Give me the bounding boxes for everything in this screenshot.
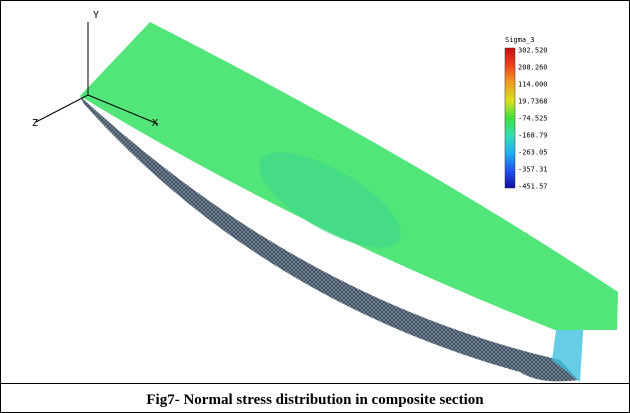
axis-label: X <box>152 118 158 129</box>
legend-label: -451.57 <box>518 183 548 191</box>
beam-flange <box>80 22 618 330</box>
legend-label: -74.525 <box>518 115 548 123</box>
legend-label: 302.520 <box>518 47 548 55</box>
legend-label: -263.05 <box>518 149 548 157</box>
legend-label: 114.000 <box>518 81 548 89</box>
color-bar <box>504 47 516 189</box>
beam-web <box>80 96 578 382</box>
axis-label: Y <box>93 10 99 21</box>
axis-label: Z <box>32 118 38 129</box>
legend-label: 208.260 <box>518 64 548 72</box>
legend-title: Sigma_3 <box>505 36 535 44</box>
legend-label: -168.79 <box>518 132 548 140</box>
caption: Fig7- Normal stress distribution in comp… <box>146 392 484 408</box>
legend-label: 19.7368 <box>518 98 548 106</box>
legend-label: -357.31 <box>518 166 548 174</box>
stress-region <box>259 152 401 248</box>
axes-triad <box>35 22 159 125</box>
